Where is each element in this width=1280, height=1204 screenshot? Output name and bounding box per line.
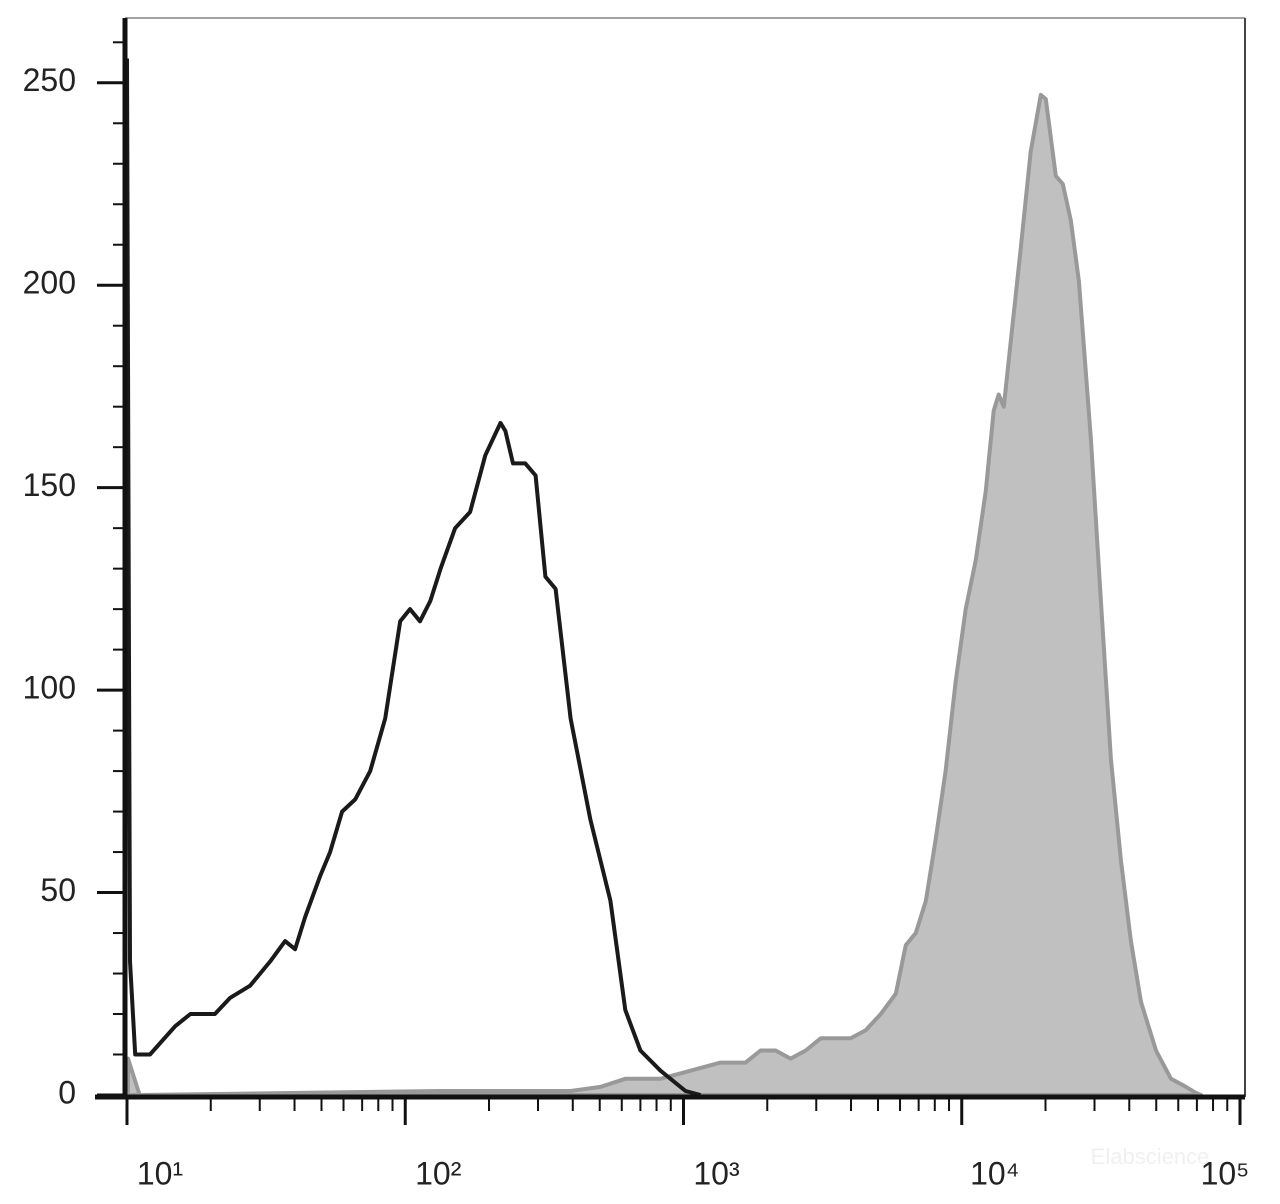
x-tick-label: 10⁵ — [1201, 1155, 1250, 1191]
y-tick-label: 100 — [23, 670, 76, 706]
y-tick-label: 0 — [58, 1074, 76, 1110]
y-tick-label: 50 — [40, 872, 76, 908]
line-histogram — [125, 58, 702, 1097]
y-tick-label: 250 — [23, 62, 76, 98]
y-tick-label: 150 — [23, 467, 76, 503]
watermark: Elabscience — [1091, 1144, 1210, 1169]
y-tick-label: 200 — [23, 265, 76, 301]
x-tick-label: 10¹ — [137, 1155, 183, 1191]
x-tick-label: 10³ — [693, 1155, 740, 1191]
x-tick-label: 10² — [415, 1155, 462, 1191]
filled-histogram — [126, 92, 1203, 1097]
x-tick-label: 10⁴ — [970, 1155, 1019, 1191]
